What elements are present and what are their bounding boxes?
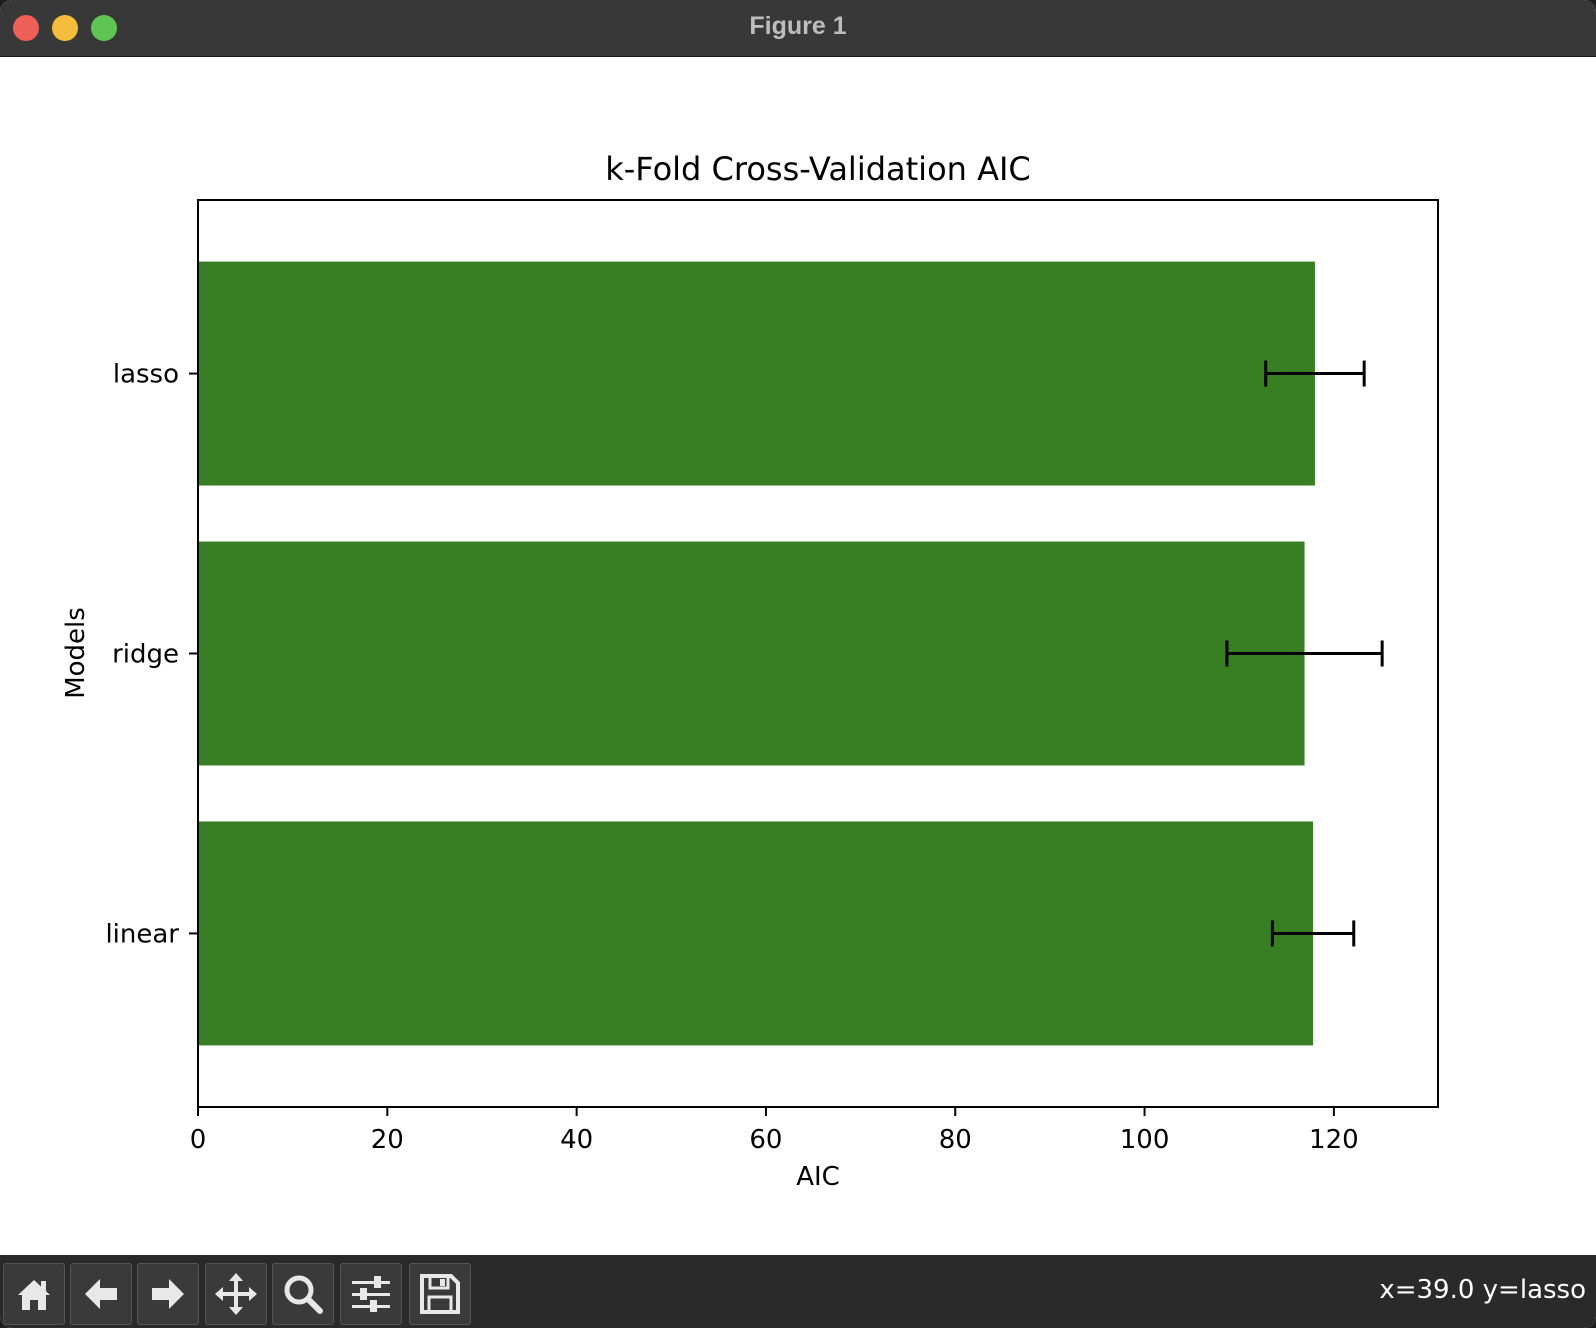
configure-subplots-button[interactable] bbox=[340, 1263, 402, 1325]
figure-canvas[interactable]: k-Fold Cross-Validation AIC 0 20 40 60 80 100… bbox=[0, 57, 1596, 1255]
pan-move-icon bbox=[215, 1273, 257, 1315]
x-tick-label-20: 20 bbox=[371, 1125, 404, 1155]
back-arrow-icon bbox=[85, 1279, 117, 1309]
close-window-button[interactable] bbox=[13, 15, 39, 41]
maximize-window-button[interactable] bbox=[91, 15, 117, 41]
cursor-coordinates: x=39.0 y=lasso bbox=[1379, 1275, 1586, 1305]
bar-lasso bbox=[198, 261, 1315, 486]
chart-title: k-Fold Cross-Validation AIC bbox=[605, 150, 1031, 188]
y-tick-label-ridge: ridge bbox=[112, 640, 179, 670]
forward-button[interactable] bbox=[137, 1263, 199, 1325]
zoom-button[interactable] bbox=[272, 1263, 334, 1325]
x-tick-label-0: 0 bbox=[190, 1125, 207, 1155]
x-axis-label: AIC bbox=[796, 1162, 840, 1192]
x-tick-label-120: 120 bbox=[1309, 1125, 1359, 1155]
save-button[interactable] bbox=[409, 1263, 471, 1325]
home-button[interactable] bbox=[3, 1263, 65, 1325]
pan-button[interactable] bbox=[205, 1263, 267, 1325]
x-tick-label-80: 80 bbox=[939, 1125, 972, 1155]
forward-arrow-icon bbox=[152, 1279, 184, 1309]
back-button[interactable] bbox=[70, 1263, 132, 1325]
home-icon bbox=[18, 1280, 50, 1310]
title-bar: Figure 1 bbox=[0, 0, 1596, 57]
configure-subplots-icon bbox=[352, 1276, 390, 1312]
minimize-window-button[interactable] bbox=[52, 15, 78, 41]
y-tick-label-linear: linear bbox=[105, 919, 179, 949]
save-floppy-icon bbox=[420, 1274, 460, 1314]
bar-linear bbox=[198, 821, 1314, 1046]
y-axis-label: Models bbox=[61, 607, 91, 699]
window-title: Figure 1 bbox=[749, 12, 847, 40]
zoom-magnifier-icon bbox=[284, 1275, 323, 1314]
x-tick-label-40: 40 bbox=[560, 1125, 593, 1155]
bar-chart: k-Fold Cross-Validation AIC 0 20 40 60 80 100… bbox=[61, 150, 1439, 1192]
bar-ridge bbox=[198, 541, 1305, 766]
x-tick-label-100: 100 bbox=[1120, 1125, 1170, 1155]
navigation-toolbar: x=39.0 y=lasso bbox=[0, 1255, 1596, 1328]
y-tick-label-lasso: lasso bbox=[113, 360, 179, 390]
x-tick-label-60: 60 bbox=[749, 1125, 782, 1155]
